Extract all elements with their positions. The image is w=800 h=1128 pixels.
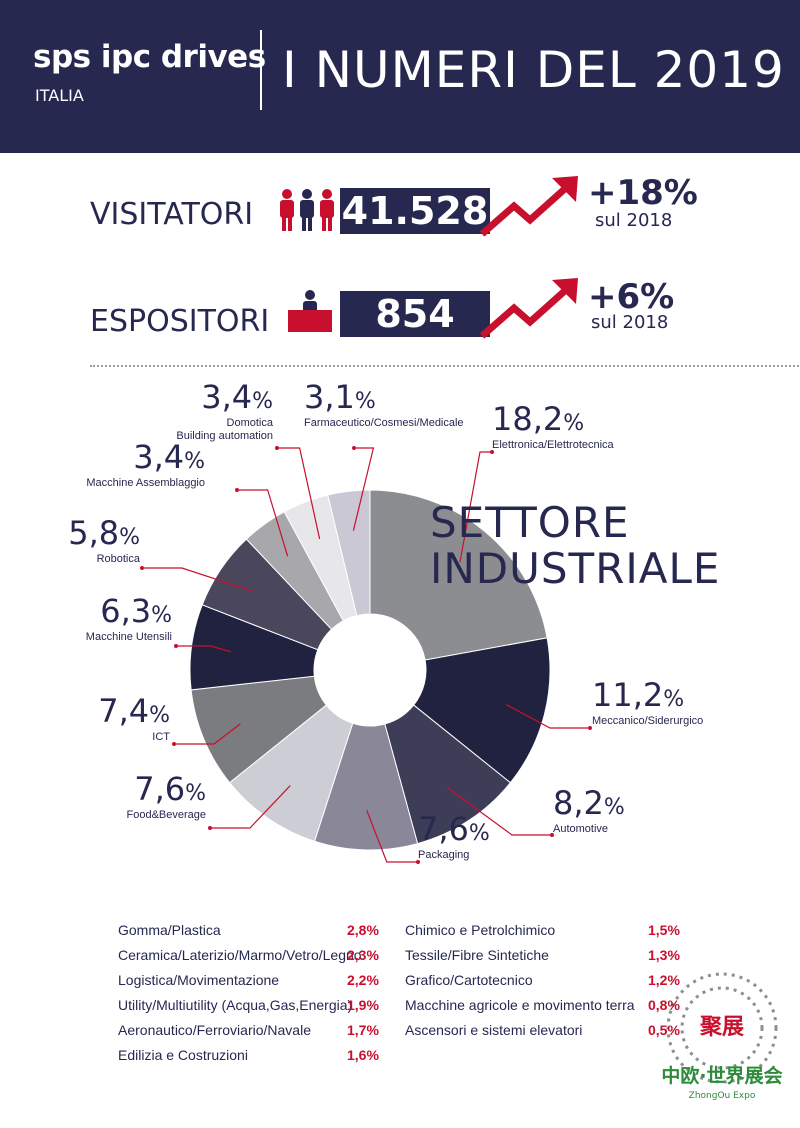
trend-up-arrow-icon <box>479 278 578 339</box>
category-label: Packaging <box>418 849 469 861</box>
other-sector-value: 2,3% <box>347 947 379 963</box>
visitors-change-note: sul 2018 <box>595 210 673 231</box>
leader-dot <box>172 742 176 746</box>
other-sector-value: 1,2% <box>648 972 680 988</box>
other-sector-value: 2,2% <box>347 972 379 988</box>
leader-dot <box>352 446 356 450</box>
data-label: 5,8% <box>68 514 140 552</box>
leader-dot <box>235 488 239 492</box>
header-divider <box>260 30 262 110</box>
donut-slice <box>412 637 551 784</box>
leader-line <box>446 786 552 836</box>
data-label: 11,2% <box>592 676 684 714</box>
visitors-value: 41.528 <box>340 188 490 234</box>
data-label: 3,4% <box>133 438 205 476</box>
header-banner: sps ipc drives ITALIA I NUMERI DEL 2019 <box>0 0 800 153</box>
leader-line <box>210 785 291 829</box>
page-title: I NUMERI DEL 2019 <box>282 41 785 99</box>
category-label: Meccanico/Siderurgico <box>592 715 703 727</box>
visitors-label: VISITATORI <box>90 197 254 232</box>
category-label: Robotica <box>97 553 141 565</box>
category-label: Automotive <box>553 823 608 835</box>
section-divider <box>90 365 800 367</box>
exhibitors-value: 854 <box>340 291 490 337</box>
data-label: 7,6% <box>418 810 490 848</box>
exhibitor-booth-icon <box>288 290 332 332</box>
data-label: 7,6% <box>134 770 206 808</box>
other-sector-value: 1,5% <box>648 922 680 938</box>
data-label: 3,1% <box>304 378 376 416</box>
chart-title-line-2: INDUSTRIALE <box>430 544 721 593</box>
other-sector-label: Chimico e Petrolchimico <box>405 922 556 938</box>
other-sector-label: Macchine agricole e movimento terra <box>405 997 635 1013</box>
leader-dot <box>550 833 554 837</box>
other-sector-label: Utility/Multiutility (Acqua,Gas,Energia) <box>118 997 353 1013</box>
leader-dot <box>140 566 144 570</box>
category-label: Farmaceutico/Cosmesi/Medicale <box>304 417 464 429</box>
data-label: 7,4% <box>98 692 170 730</box>
leader-line <box>277 447 321 540</box>
donut-slice <box>384 704 512 845</box>
visitors-change: +18% <box>588 173 698 213</box>
exhibitors-label: ESPOSITORI <box>90 304 270 339</box>
svg-text:中欧·世界展会: 中欧·世界展会 <box>661 1064 782 1087</box>
donut-slice <box>369 489 548 661</box>
leader-dot <box>490 450 494 454</box>
leader-line <box>142 567 254 593</box>
chart-title: SETTORE INDUSTRIALE <box>430 500 720 592</box>
exhibitors-change: +6% <box>588 277 675 317</box>
category-label: Domotica <box>227 417 274 429</box>
other-sector-value: 2,8% <box>347 922 379 938</box>
category-label: Food&Beverage <box>127 809 207 821</box>
leader-line <box>174 723 241 745</box>
leader-line <box>352 447 375 531</box>
leader-line <box>366 810 418 863</box>
leader-line <box>237 489 289 557</box>
leader-dot <box>416 860 420 864</box>
category-label: ICT <box>152 731 170 743</box>
leader-dot <box>174 644 178 648</box>
other-sector-value: 0,8% <box>648 997 680 1013</box>
data-label: 18,2% <box>492 400 584 438</box>
other-sector-value: 1,6% <box>347 1047 379 1063</box>
category-label: Building automation <box>176 430 273 442</box>
other-sector-value: 0,5% <box>648 1022 680 1038</box>
svg-text:聚展: 聚展 <box>699 1015 744 1040</box>
other-sector-label: Logistica/Movimentazione <box>118 972 280 988</box>
category-label: Elettronica/Elettrotecnica <box>492 439 615 451</box>
trend-up-arrow-icon <box>479 176 578 237</box>
donut-slice <box>327 489 371 617</box>
other-sector-label: Tessile/Fibre Sintetiche <box>405 947 549 963</box>
data-label: 3,4% <box>201 378 273 416</box>
other-sector-value: 1,3% <box>648 947 680 963</box>
data-label: 6,3% <box>100 592 172 630</box>
leader-dot <box>275 446 279 450</box>
category-label: Macchine Utensili <box>86 631 172 643</box>
leader-line <box>505 703 590 729</box>
brand-subtitle: ITALIA <box>35 86 84 105</box>
svg-text:ZhongOu Expo: ZhongOu Expo <box>689 1091 756 1101</box>
zhongou-expo-watermark-logo: 聚展 中欧·世界展会 ZhongOu Expo <box>661 972 783 1101</box>
other-sector-label: Gomma/Plastica <box>118 922 221 938</box>
chart-title-line-1: SETTORE <box>430 498 630 547</box>
other-sector-value: 1,9% <box>347 997 379 1013</box>
leader-dot <box>208 826 212 830</box>
category-label: Macchine Assemblaggio <box>86 477 205 489</box>
other-sector-label: Grafico/Cartotecnico <box>405 972 533 988</box>
leader-line <box>176 645 231 653</box>
people-icon <box>280 189 334 231</box>
other-sector-value: 1,7% <box>347 1022 379 1038</box>
leader-line <box>459 451 492 563</box>
data-label: 8,2% <box>553 784 625 822</box>
brand-logo-text: sps ipc drives <box>33 39 266 75</box>
other-sector-label: Edilizia e Costruzioni <box>118 1047 248 1063</box>
other-sector-label: Ceramica/Laterizio/Marmo/Vetro/Legno <box>118 947 362 963</box>
other-sector-label: Aeronautico/Ferroviario/Navale <box>118 1022 311 1038</box>
sector-donut-chart: 18,2%Elettronica/Elettrotecnica 11,2%Mecc… <box>68 378 703 864</box>
other-sector-label: Ascensori e sistemi elevatori <box>405 1022 583 1038</box>
leader-dot <box>588 726 592 730</box>
exhibitors-change-note: sul 2018 <box>591 312 669 333</box>
